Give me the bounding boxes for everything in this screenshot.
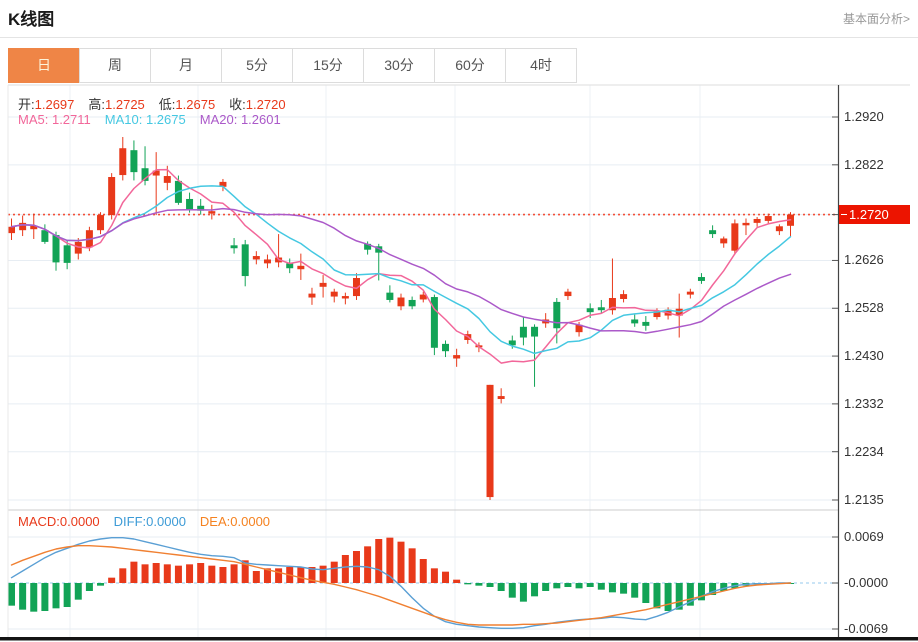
ma5-value: 1.2711 <box>51 112 91 127</box>
price-axis-label: 1.2234 <box>844 443 884 459</box>
fundamental-analysis-link[interactable]: 基本面分析> <box>842 12 910 26</box>
diff-value: 0.0000 <box>146 514 186 529</box>
open-label: 开: <box>18 97 35 112</box>
badge-tick <box>841 214 847 216</box>
diff-label: DIFF: <box>113 514 147 529</box>
price-axis-label: 1.2920 <box>844 109 884 124</box>
dea-value: 0.0000 <box>230 514 271 529</box>
last-price-badge: 1.2720 <box>839 205 910 225</box>
tab-5min[interactable]: 5分 <box>221 48 293 83</box>
high-value: 1.2725 <box>105 97 145 112</box>
tab-week[interactable]: 周 <box>79 48 151 83</box>
macd-axis-label: -0.0000 <box>844 575 889 590</box>
high-label: 高: <box>88 97 106 112</box>
tab-60min[interactable]: 60分 <box>434 48 506 83</box>
ma20-value: 1.2601 <box>240 112 281 127</box>
price-axis-label: 1.2626 <box>844 252 884 268</box>
low-value: 1.2675 <box>175 97 216 112</box>
price-axis-label: 1.2822 <box>844 156 884 172</box>
tab-month[interactable]: 月 <box>150 48 222 83</box>
macd-label: MACD: <box>18 514 60 529</box>
ma-legend: MA5: 1.2711 MA10: 1.2675 MA20: 1.2601 <box>18 112 281 127</box>
price-axis-label: 1.2528 <box>844 300 884 316</box>
tab-day[interactable]: 日 <box>8 48 80 83</box>
close-value: 1.2720 <box>245 97 286 112</box>
price-axis-label: 1.2332 <box>844 395 884 411</box>
open-value: 1.2697 <box>34 97 75 112</box>
macd-value: 0.0000 <box>59 514 100 529</box>
ma20-label: MA20: <box>199 112 238 127</box>
tab-30min[interactable]: 30分 <box>363 48 435 83</box>
ma10-value: 1.2675 <box>145 112 186 127</box>
price-axis-label: 1.2135 <box>844 492 884 507</box>
ma5-label: MA5: <box>18 112 49 127</box>
dea-label: DEA: <box>199 514 231 529</box>
macd-axis-label: -0.0069 <box>844 621 889 636</box>
low-label: 低: <box>158 97 176 112</box>
badge-value: 1.2720 <box>849 207 889 223</box>
close-label: 收: <box>229 97 246 112</box>
page-title: K线图 <box>8 10 55 29</box>
macd-axis-label: 0.0069 <box>844 529 884 544</box>
ohlc-legend: 开:1.2697 高:1.2725 低:1.2675 收:1.2720 <box>18 94 286 113</box>
tab-4hour[interactable]: 4时 <box>505 48 577 83</box>
ma10-label: MA10: <box>104 112 143 127</box>
title-separator <box>0 37 918 38</box>
macd-legend: MACD:0.0000 DIFF:0.0000 DEA:0.0000 <box>18 514 270 529</box>
tab-15min[interactable]: 15分 <box>292 48 364 83</box>
interval-tabbar: 日周月 5分 15分 30分 60分 4时 <box>8 48 577 83</box>
price-axis-label: 1.2430 <box>844 348 884 364</box>
